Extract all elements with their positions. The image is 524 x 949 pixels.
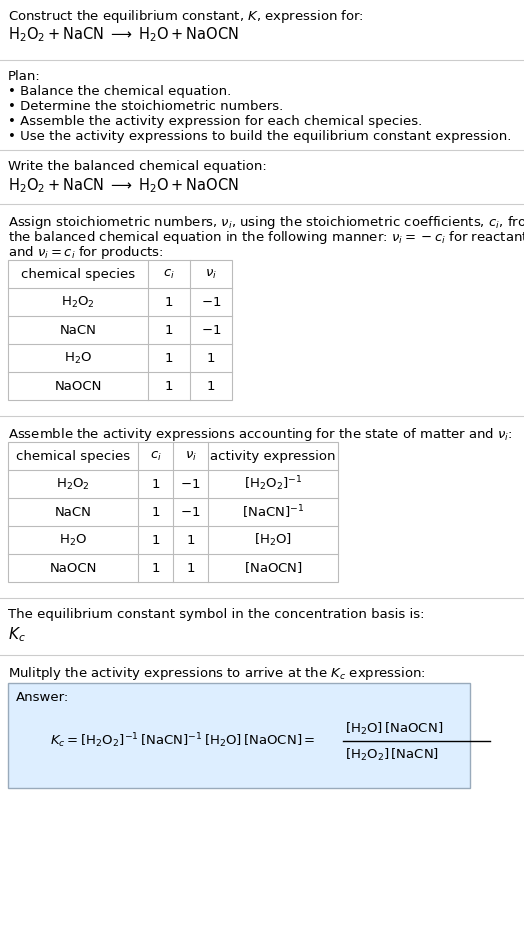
Text: $[\mathrm{H_2O_2}]\,[\mathrm{NaCN}]$: $[\mathrm{H_2O_2}]\,[\mathrm{NaCN}]$ (345, 747, 439, 763)
Text: Mulitply the activity expressions to arrive at the $K_c$ expression:: Mulitply the activity expressions to arr… (8, 665, 426, 682)
Text: $K_c$: $K_c$ (8, 625, 26, 643)
Text: 1: 1 (165, 295, 173, 308)
Text: 1: 1 (165, 324, 173, 337)
Text: 1: 1 (165, 351, 173, 364)
Text: • Balance the chemical equation.: • Balance the chemical equation. (8, 85, 231, 98)
Text: 1: 1 (207, 380, 215, 393)
Text: 1: 1 (207, 351, 215, 364)
Text: • Determine the stoichiometric numbers.: • Determine the stoichiometric numbers. (8, 100, 283, 113)
Text: NaOCN: NaOCN (49, 562, 97, 574)
Text: 1: 1 (151, 477, 160, 491)
Text: The equilibrium constant symbol in the concentration basis is:: The equilibrium constant symbol in the c… (8, 608, 424, 621)
Text: Answer:: Answer: (16, 691, 69, 704)
Bar (8, 260, 232, 400)
Text: $-1$: $-1$ (180, 477, 201, 491)
Text: $-1$: $-1$ (180, 506, 201, 518)
Text: 1: 1 (165, 380, 173, 393)
Text: and $\nu_i = c_i$ for products:: and $\nu_i = c_i$ for products: (8, 244, 163, 261)
Text: $[\mathrm{H_2O}]\,[\mathrm{NaOCN}]$: $[\mathrm{H_2O}]\,[\mathrm{NaOCN}]$ (345, 721, 443, 737)
Text: $\mathrm{H_2O}$: $\mathrm{H_2O}$ (59, 532, 87, 548)
Text: $K_c = [\mathrm{H_2O_2}]^{-1}\,[\mathrm{NaCN}]^{-1}\,[\mathrm{H_2O}]\,[\mathrm{N: $K_c = [\mathrm{H_2O_2}]^{-1}\,[\mathrm{… (50, 732, 315, 751)
Text: $[\mathrm{H_2O_2}]^{-1}$: $[\mathrm{H_2O_2}]^{-1}$ (244, 474, 302, 493)
Text: Write the balanced chemical equation:: Write the balanced chemical equation: (8, 160, 267, 173)
Text: NaCN: NaCN (54, 506, 91, 518)
Text: $[\mathrm{NaOCN}]$: $[\mathrm{NaOCN}]$ (244, 561, 302, 575)
Text: chemical species: chemical species (21, 268, 135, 281)
Text: $\mathrm{H_2O}$: $\mathrm{H_2O}$ (64, 350, 92, 365)
Text: Assemble the activity expressions accounting for the state of matter and $\nu_i$: Assemble the activity expressions accoun… (8, 426, 512, 443)
Text: 1: 1 (151, 506, 160, 518)
Text: Construct the equilibrium constant, $K$, expression for:: Construct the equilibrium constant, $K$,… (8, 8, 364, 25)
Text: • Assemble the activity expression for each chemical species.: • Assemble the activity expression for e… (8, 115, 422, 128)
Text: 1: 1 (186, 533, 195, 547)
Text: $\nu_i$: $\nu_i$ (184, 450, 196, 462)
Text: $c_i$: $c_i$ (163, 268, 175, 281)
Text: $-1$: $-1$ (201, 295, 221, 308)
Text: the balanced chemical equation in the following manner: $\nu_i = -c_i$ for react: the balanced chemical equation in the fo… (8, 229, 524, 246)
Text: Assign stoichiometric numbers, $\nu_i$, using the stoichiometric coefficients, $: Assign stoichiometric numbers, $\nu_i$, … (8, 214, 524, 231)
Bar (8, 442, 338, 582)
Text: $\nu_i$: $\nu_i$ (205, 268, 217, 281)
Text: 1: 1 (151, 533, 160, 547)
Text: $-1$: $-1$ (201, 324, 221, 337)
Text: 1: 1 (151, 562, 160, 574)
Text: $\mathrm{H_2O_2 + NaCN \;\longrightarrow\; H_2O + NaOCN}$: $\mathrm{H_2O_2 + NaCN \;\longrightarrow… (8, 176, 239, 195)
Text: $\mathrm{H_2O_2}$: $\mathrm{H_2O_2}$ (61, 294, 95, 309)
Text: activity expression: activity expression (210, 450, 336, 462)
Text: 1: 1 (186, 562, 195, 574)
Bar (8, 260, 232, 400)
Bar (8, 442, 338, 582)
Text: $c_i$: $c_i$ (149, 450, 161, 462)
Text: $\mathrm{H_2O_2}$: $\mathrm{H_2O_2}$ (56, 476, 90, 492)
Text: Plan:: Plan: (8, 70, 41, 83)
Text: • Use the activity expressions to build the equilibrium constant expression.: • Use the activity expressions to build … (8, 130, 511, 143)
Bar (8, 683, 470, 788)
Text: $[\mathrm{NaCN}]^{-1}$: $[\mathrm{NaCN}]^{-1}$ (242, 503, 304, 521)
Text: $[\mathrm{H_2O}]$: $[\mathrm{H_2O}]$ (254, 532, 292, 549)
Text: NaCN: NaCN (60, 324, 96, 337)
Text: chemical species: chemical species (16, 450, 130, 462)
Text: NaOCN: NaOCN (54, 380, 102, 393)
Text: $\mathrm{H_2O_2 + NaCN \;\longrightarrow\; H_2O + NaOCN}$: $\mathrm{H_2O_2 + NaCN \;\longrightarrow… (8, 25, 239, 44)
